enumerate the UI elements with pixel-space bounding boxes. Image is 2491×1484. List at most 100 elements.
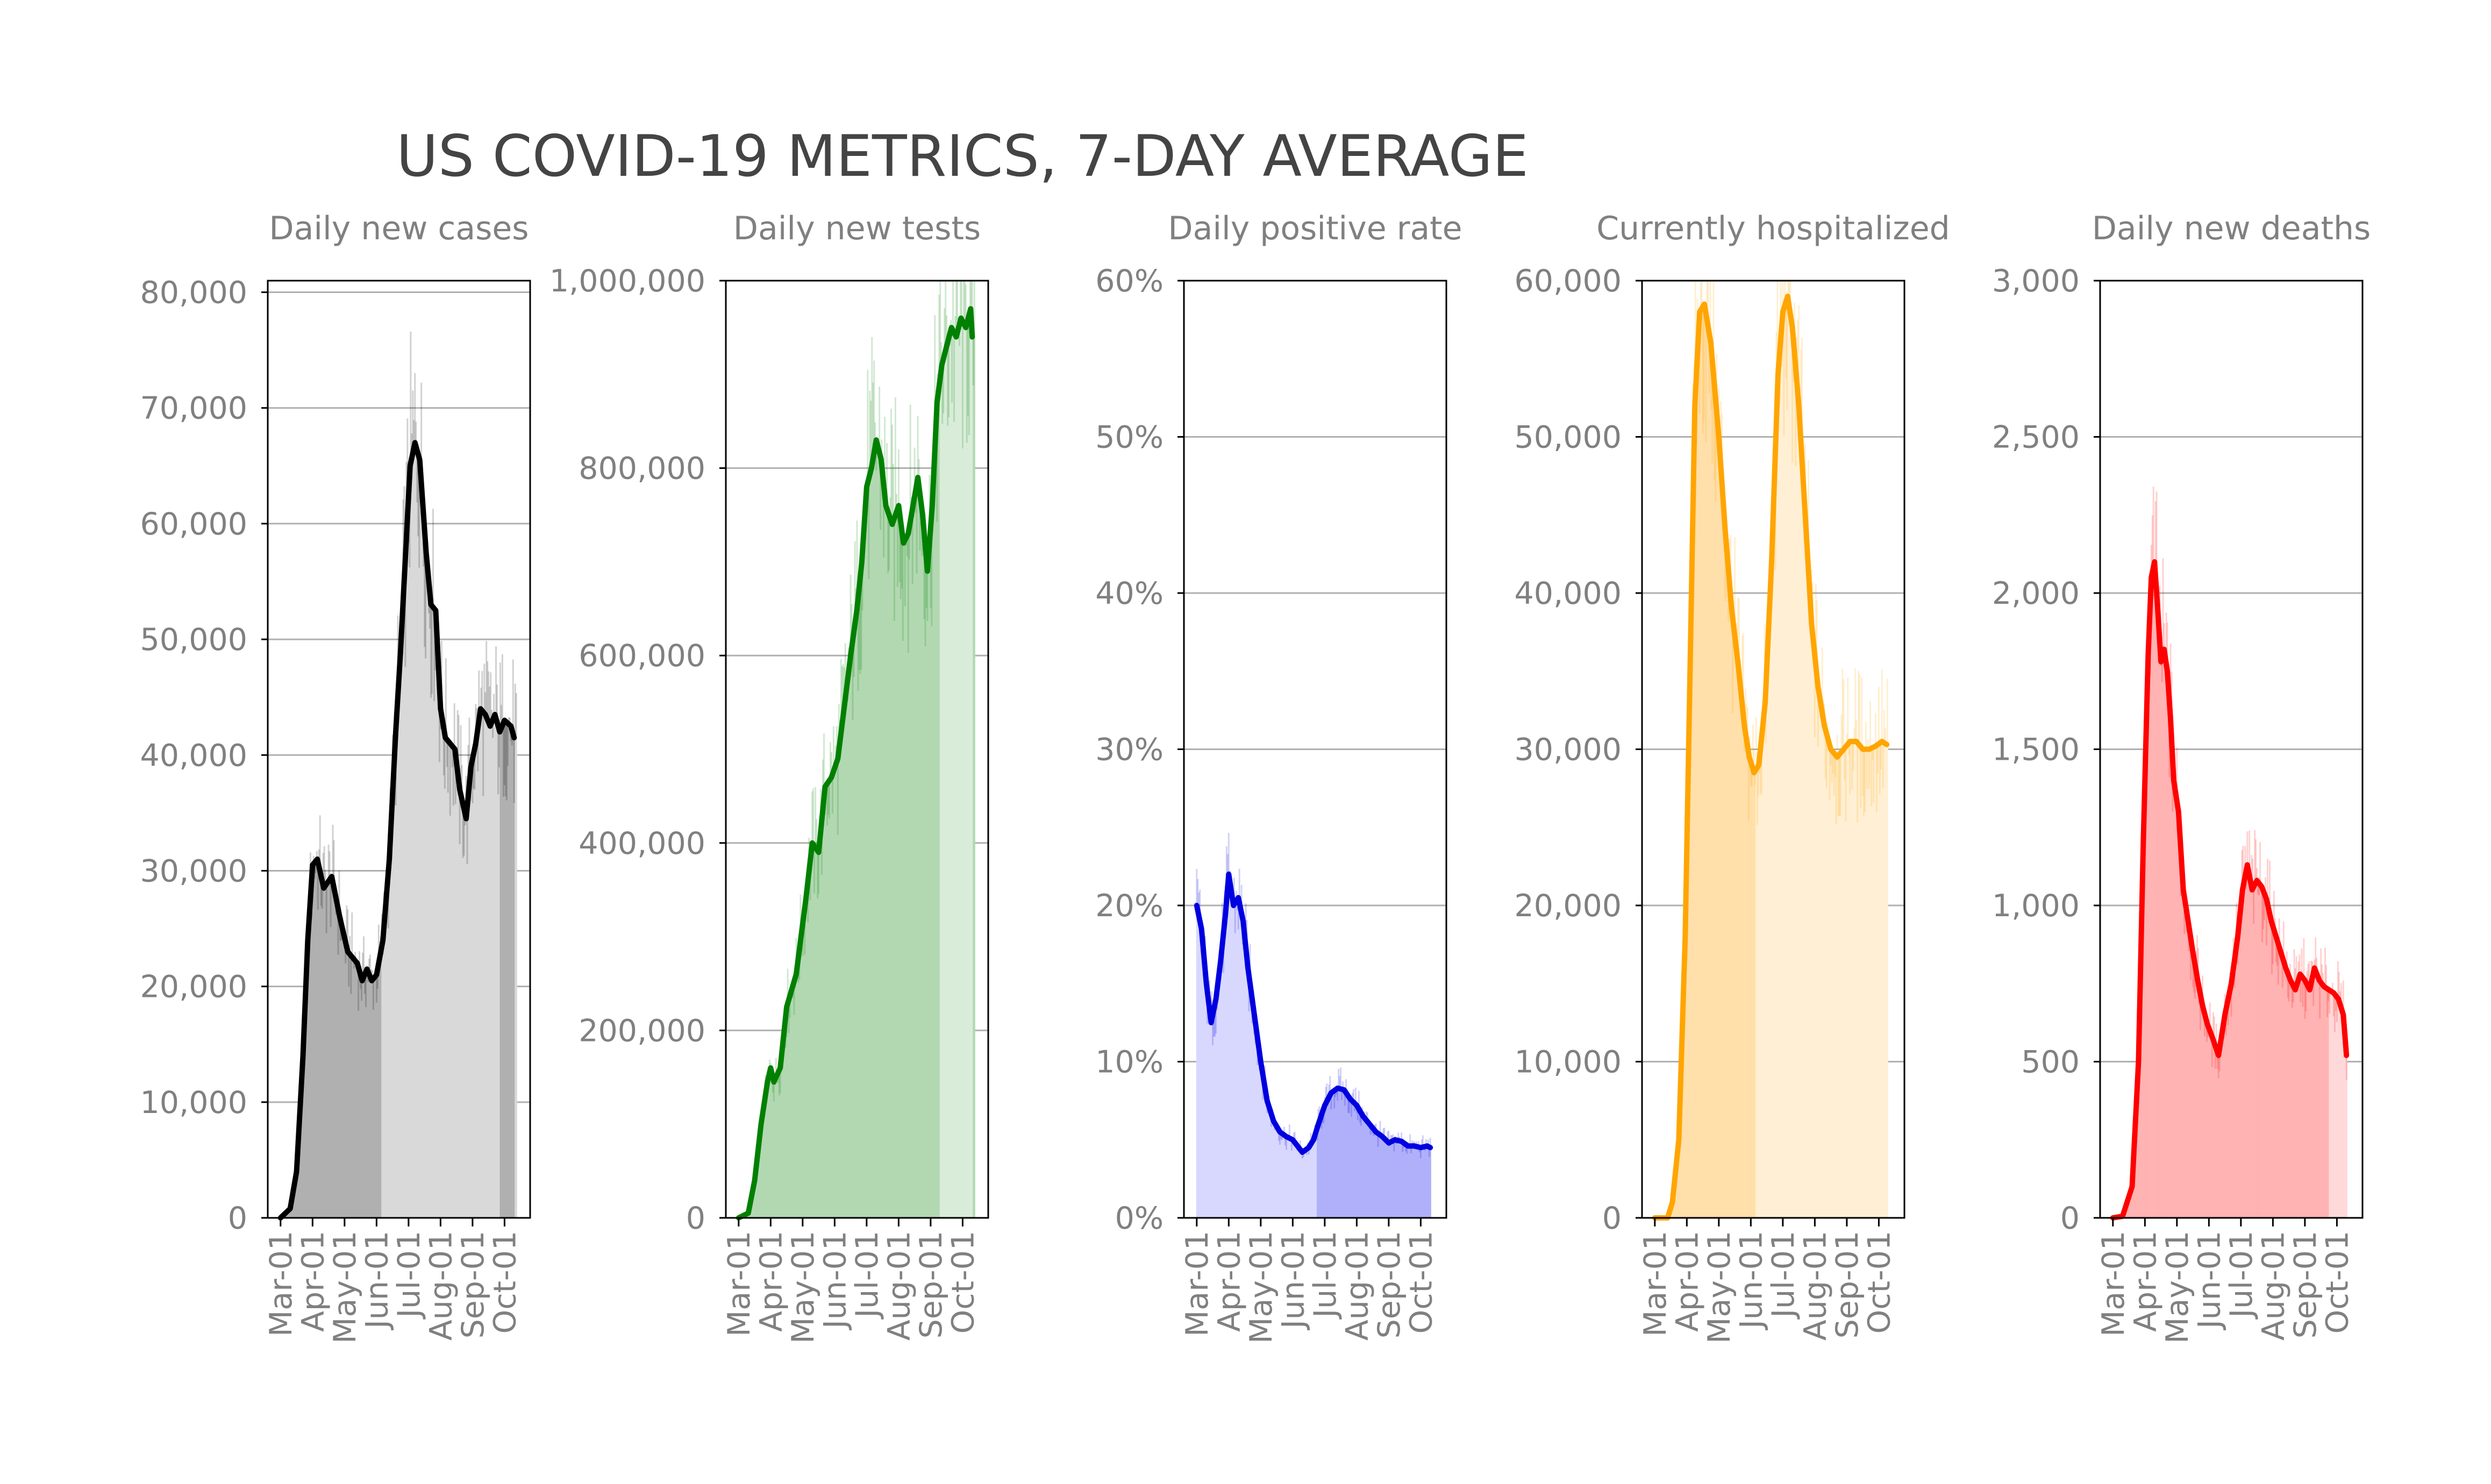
daily-bar xyxy=(915,490,917,1218)
daily-bar xyxy=(342,933,345,1218)
daily-bar xyxy=(1794,353,1796,1218)
daily-bar xyxy=(430,604,432,1218)
daily-bar xyxy=(926,571,929,1218)
daily-bar xyxy=(1708,333,1710,1218)
daily-bar xyxy=(761,1117,763,1218)
daily-bar xyxy=(2215,1046,2216,1218)
daily-bar xyxy=(1248,975,1250,1218)
daily-bar xyxy=(2315,971,2317,1218)
daily-bar xyxy=(917,477,919,1218)
daily-bar xyxy=(456,762,458,1218)
daily-bar xyxy=(2309,987,2311,1218)
x-tick-label: Apr-01 xyxy=(2128,1231,2163,1332)
daily-bar xyxy=(1404,1144,1406,1218)
daily-bar xyxy=(372,980,373,1218)
daily-bar xyxy=(931,512,933,1218)
daily-bar xyxy=(946,346,948,1218)
daily-bar xyxy=(2165,657,2166,1218)
daily-bar xyxy=(2271,923,2273,1218)
daily-bar xyxy=(1312,1140,1314,1218)
daily-bar xyxy=(1426,1146,1428,1218)
daily-bar xyxy=(1700,310,1702,1218)
daily-bar xyxy=(2273,930,2275,1218)
daily-bar xyxy=(314,862,316,1218)
daily-bar xyxy=(2251,887,2253,1218)
figure-title: US COVID-19 METRICS, 7-DAY AVERAGE xyxy=(396,123,1529,189)
daily-bar xyxy=(299,1114,301,1218)
daily-bar xyxy=(1338,1088,1340,1218)
daily-bar xyxy=(1723,515,1725,1218)
daily-bar xyxy=(1424,1146,1426,1218)
daily-bar xyxy=(1684,953,1686,1218)
daily-bar xyxy=(1384,1139,1387,1218)
daily-bar xyxy=(403,579,405,1218)
daily-bar xyxy=(1199,921,1201,1218)
daily-bar xyxy=(855,616,857,1218)
daily-bar xyxy=(2320,982,2322,1218)
daily-bar xyxy=(486,717,488,1218)
daily-bar xyxy=(908,533,909,1218)
daily-bar xyxy=(1316,1128,1318,1218)
y-tick-label: 80,000 xyxy=(140,275,247,311)
daily-bar xyxy=(970,318,972,1218)
daily-bar xyxy=(1321,1115,1323,1218)
daily-bar xyxy=(496,722,498,1218)
daily-bar xyxy=(458,781,460,1218)
daily-bar xyxy=(2219,1048,2221,1218)
daily-bar xyxy=(2293,986,2294,1218)
daily-bar xyxy=(1741,705,1744,1218)
daily-bar xyxy=(2149,629,2150,1218)
daily-bar xyxy=(777,1072,779,1218)
daily-bar xyxy=(1223,934,1224,1218)
daily-bar xyxy=(478,720,480,1218)
daily-bar xyxy=(1326,1101,1328,1218)
daily-bar xyxy=(783,1037,784,1218)
daily-bar xyxy=(2150,603,2151,1218)
daily-bar xyxy=(1273,1121,1275,1218)
daily-bar xyxy=(1724,530,1726,1218)
daily-bar xyxy=(2128,1196,2130,1218)
daily-bar xyxy=(315,861,317,1218)
daily-bar xyxy=(1202,947,1204,1218)
daily-bar xyxy=(2247,870,2250,1218)
y-tick-label: 1,000,000 xyxy=(549,263,705,299)
daily-bar xyxy=(1345,1093,1347,1218)
daily-bar xyxy=(898,505,900,1218)
daily-bar xyxy=(2340,1008,2342,1218)
daily-bar xyxy=(2231,983,2232,1218)
daily-bar xyxy=(444,734,446,1218)
daily-bar xyxy=(1382,1137,1384,1218)
daily-bar xyxy=(1843,749,1845,1218)
daily-bar xyxy=(954,334,957,1218)
daily-bar xyxy=(2139,1013,2140,1218)
daily-bar xyxy=(876,444,879,1218)
daily-bar xyxy=(1283,1135,1286,1218)
daily-bar xyxy=(2303,979,2305,1218)
daily-bar xyxy=(969,311,971,1218)
daily-bar xyxy=(1388,1143,1390,1218)
daily-bar xyxy=(1729,582,1731,1218)
daily-bar xyxy=(2280,950,2281,1218)
daily-bar xyxy=(1687,789,1689,1218)
daily-bar xyxy=(1284,1136,1287,1218)
daily-bar xyxy=(806,889,808,1218)
daily-bar xyxy=(352,958,354,1218)
x-tick-label: May-01 xyxy=(1702,1231,1737,1344)
daily-bar xyxy=(888,515,890,1218)
x-tick-label: Jul-01 xyxy=(850,1231,885,1319)
daily-bar xyxy=(1421,1147,1423,1218)
daily-bar xyxy=(793,981,795,1218)
daily-bar xyxy=(389,859,390,1218)
daily-bar xyxy=(1832,752,1834,1218)
daily-bar xyxy=(387,886,388,1218)
daily-bar xyxy=(1293,1141,1295,1218)
daily-bar xyxy=(2284,964,2286,1218)
daily-bar xyxy=(780,1068,781,1218)
daily-bar xyxy=(416,450,418,1218)
daily-bar xyxy=(2301,976,2303,1218)
daily-bar xyxy=(881,463,883,1218)
daily-bar xyxy=(405,538,408,1218)
daily-bar xyxy=(1238,897,1239,1218)
daily-bar xyxy=(1277,1128,1279,1218)
daily-bar xyxy=(1842,750,1844,1218)
